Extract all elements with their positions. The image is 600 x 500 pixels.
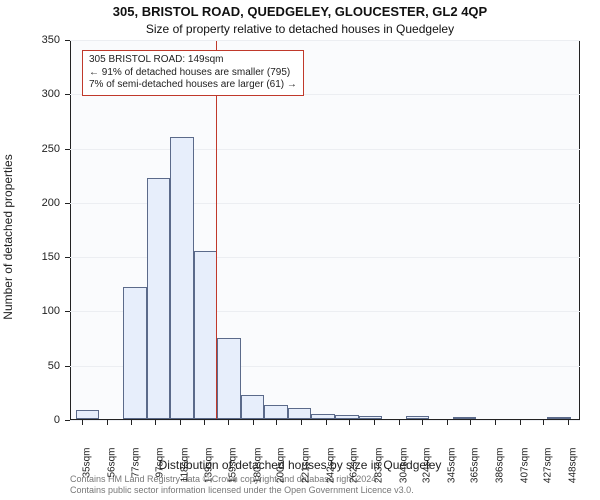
- ytick-mark: [65, 94, 70, 95]
- xtick-label: 180sqm: [252, 448, 263, 488]
- xtick-mark: [447, 420, 448, 425]
- xtick-label: 407sqm: [519, 448, 530, 488]
- histogram-bar: [453, 417, 477, 419]
- footer-line-1: Contains HM Land Registry data © Crown c…: [70, 474, 414, 485]
- chart-title-2: Size of property relative to detached ho…: [0, 22, 600, 36]
- ytick-label: 200: [0, 197, 60, 209]
- xtick-mark: [326, 420, 327, 425]
- xtick-mark: [495, 420, 496, 425]
- histogram-bar: [335, 415, 359, 419]
- xtick-label: 427sqm: [543, 448, 554, 488]
- annotation-box: 305 BRISTOL ROAD: 149sqm← 91% of detache…: [82, 50, 304, 96]
- histogram-bar: [123, 287, 147, 419]
- xtick-label: 97sqm: [154, 448, 165, 488]
- gridline: [70, 40, 580, 41]
- xtick-label: 221sqm: [300, 448, 311, 488]
- histogram-bar: [217, 338, 241, 419]
- ytick-mark: [65, 203, 70, 204]
- xtick-label: 345sqm: [446, 448, 457, 488]
- xtick-label: 386sqm: [495, 448, 506, 488]
- xtick-label: 139sqm: [204, 448, 215, 488]
- histogram-bar: [147, 178, 171, 419]
- xtick-mark: [520, 420, 521, 425]
- xtick-label: 200sqm: [276, 448, 287, 488]
- histogram-bar: [547, 417, 571, 419]
- xtick-mark: [543, 420, 544, 425]
- histogram-bar: [264, 405, 288, 419]
- xtick-mark: [180, 420, 181, 425]
- xtick-mark: [82, 420, 83, 425]
- xtick-mark: [276, 420, 277, 425]
- ytick-label: 100: [0, 305, 60, 317]
- footer-line-2: Contains public sector information licen…: [70, 485, 414, 496]
- xtick-label: 77sqm: [131, 448, 142, 488]
- annotation-line: ← 91% of detached houses are smaller (79…: [89, 67, 297, 80]
- xtick-mark: [131, 420, 132, 425]
- annotation-line: 305 BRISTOL ROAD: 149sqm: [89, 54, 297, 67]
- ytick-label: 350: [0, 34, 60, 46]
- xtick-mark: [228, 420, 229, 425]
- ytick-label: 50: [0, 360, 60, 372]
- xtick-mark: [253, 420, 254, 425]
- footer-credits: Contains HM Land Registry data © Crown c…: [70, 474, 414, 496]
- xtick-label: 56sqm: [106, 448, 117, 488]
- xtick-mark: [422, 420, 423, 425]
- histogram-bar: [194, 251, 218, 419]
- xtick-mark: [349, 420, 350, 425]
- xtick-label: 242sqm: [325, 448, 336, 488]
- ytick-label: 250: [0, 143, 60, 155]
- xtick-label: 283sqm: [373, 448, 384, 488]
- xtick-label: 324sqm: [422, 448, 433, 488]
- ytick-mark: [65, 311, 70, 312]
- ytick-mark: [65, 257, 70, 258]
- annotation-line: 7% of semi-detached houses are larger (6…: [89, 79, 297, 92]
- xtick-label: 159sqm: [227, 448, 238, 488]
- xtick-label: 35sqm: [81, 448, 92, 488]
- xtick-label: 365sqm: [470, 448, 481, 488]
- xtick-label: 262sqm: [349, 448, 360, 488]
- gridline: [70, 149, 580, 150]
- chart-plot-area: 305 BRISTOL ROAD: 149sqm← 91% of detache…: [70, 40, 580, 420]
- ytick-mark: [65, 366, 70, 367]
- ytick-mark: [65, 420, 70, 421]
- chart-title-1: 305, BRISTOL ROAD, QUEDGELEY, GLOUCESTER…: [0, 4, 600, 19]
- histogram-bar: [406, 416, 430, 419]
- xtick-mark: [155, 420, 156, 425]
- histogram-bar: [241, 395, 265, 419]
- ytick-label: 0: [0, 414, 60, 426]
- xtick-mark: [374, 420, 375, 425]
- xtick-label: 118sqm: [179, 448, 190, 488]
- xtick-mark: [301, 420, 302, 425]
- xtick-mark: [568, 420, 569, 425]
- xtick-mark: [470, 420, 471, 425]
- property-marker-line: [216, 41, 217, 419]
- xtick-mark: [204, 420, 205, 425]
- histogram-bar: [76, 410, 100, 419]
- ytick-mark: [65, 40, 70, 41]
- ytick-mark: [65, 149, 70, 150]
- xtick-label: 304sqm: [398, 448, 409, 488]
- histogram-bar: [359, 416, 383, 419]
- ytick-label: 150: [0, 251, 60, 263]
- xtick-mark: [399, 420, 400, 425]
- histogram-bar: [288, 408, 312, 419]
- ytick-label: 300: [0, 88, 60, 100]
- y-axis-label: Number of detached properties: [1, 154, 15, 319]
- histogram-bar: [311, 414, 335, 419]
- histogram-bar: [170, 137, 194, 419]
- xtick-mark: [107, 420, 108, 425]
- xtick-label: 448sqm: [568, 448, 579, 488]
